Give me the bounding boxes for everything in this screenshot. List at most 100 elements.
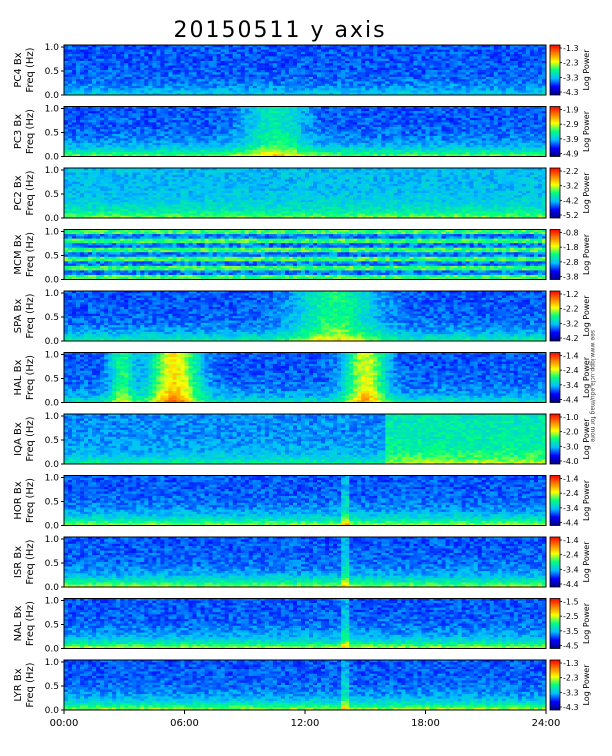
- heatmap-cell: [172, 83, 177, 87]
- heatmap-cell: [104, 113, 109, 116]
- heatmap-cell: [144, 151, 149, 155]
- heatmap-cell: [204, 85, 209, 89]
- heatmap-cell: [128, 133, 133, 137]
- heatmap-cell: [116, 154, 121, 157]
- heatmap-cell: [353, 76, 358, 80]
- heatmap-cell: [353, 129, 358, 132]
- heatmap-cell: [144, 72, 149, 75]
- heatmap-cell: [473, 120, 479, 123]
- heatmap-cell: [148, 124, 153, 128]
- heatmap-cell: [525, 45, 531, 48]
- heatmap-cell: [164, 92, 169, 96]
- heatmap-cell: [228, 136, 234, 139]
- heatmap-cell: [449, 149, 455, 153]
- heatmap-cell: [449, 120, 455, 123]
- heatmap-cell: [148, 76, 153, 80]
- heatmap-cell: [361, 67, 366, 71]
- heatmap-cell: [413, 63, 418, 66]
- heatmap-cell: [385, 142, 390, 146]
- heatmap-cell: [112, 70, 117, 73]
- heatmap-cell: [393, 60, 398, 64]
- heatmap-cell: [441, 58, 446, 62]
- heatmap-cell: [329, 74, 334, 78]
- heatmap-cell: [365, 154, 370, 157]
- heatmap-cell: [333, 138, 338, 141]
- heatmap-cell: [276, 129, 282, 132]
- heatmap-cell: [409, 122, 414, 126]
- heatmap-cell: [405, 49, 410, 53]
- heatmap-cell: [100, 126, 105, 130]
- heatmap-cell: [100, 60, 105, 64]
- heatmap-cell: [224, 151, 230, 155]
- heatmap-cell: [268, 49, 274, 53]
- heatmap-cell: [212, 47, 218, 50]
- heatmap-cell: [465, 111, 471, 114]
- heatmap-cell: [401, 54, 406, 57]
- heatmap-cell: [325, 138, 330, 141]
- heatmap-cell: [160, 138, 165, 141]
- heatmap-cell: [333, 81, 338, 85]
- heatmap-cell: [389, 136, 394, 139]
- heatmap-cell: [300, 74, 306, 78]
- heatmap-cell: [369, 151, 374, 155]
- heatmap-cell: [272, 76, 278, 80]
- heatmap-cell: [300, 124, 306, 128]
- heatmap-cell: [433, 142, 438, 146]
- heatmap-cell: [425, 106, 430, 110]
- heatmap-cell: [521, 74, 527, 78]
- heatmap-cell: [417, 108, 422, 112]
- heatmap-cell: [256, 124, 262, 128]
- heatmap-cell: [136, 131, 141, 135]
- heatmap-cell: [353, 138, 358, 141]
- heatmap-cell: [208, 138, 214, 141]
- heatmap-cell: [68, 90, 73, 94]
- heatmap-cell: [333, 74, 338, 78]
- heatmap-cell: [92, 122, 97, 126]
- heatmap-cell: [369, 106, 374, 110]
- heatmap-cell: [144, 45, 149, 48]
- heatmap-cell: [252, 70, 258, 73]
- heatmap-cell: [224, 83, 230, 87]
- heatmap-cell: [168, 136, 173, 139]
- heatmap-cell: [208, 154, 214, 157]
- heatmap-cell: [292, 76, 298, 80]
- heatmap-cell: [208, 83, 214, 87]
- heatmap-cell: [192, 47, 197, 50]
- heatmap-cell: [353, 133, 358, 137]
- heatmap-cell: [268, 56, 274, 60]
- heatmap-cell: [268, 67, 274, 71]
- heatmap-cell: [445, 49, 450, 53]
- heatmap-cell: [112, 83, 117, 87]
- heatmap-cell: [421, 129, 426, 132]
- heatmap-cell: [353, 147, 358, 151]
- heatmap-cell: [196, 70, 201, 73]
- heatmap-pc3: [64, 106, 547, 157]
- heatmap-cell: [84, 129, 89, 132]
- heatmap-cell: [469, 49, 475, 53]
- heatmap-cell: [381, 142, 386, 146]
- heatmap-cell: [288, 85, 294, 89]
- heatmap-cell: [96, 85, 101, 89]
- heatmap-cell: [413, 85, 418, 89]
- heatmap-cell: [292, 126, 298, 130]
- heatmap-cell: [264, 140, 270, 144]
- heatmap-cell: [345, 149, 350, 153]
- heatmap-cell: [465, 140, 471, 144]
- heatmap-cell: [220, 113, 226, 116]
- heatmap-cell: [481, 54, 487, 57]
- heatmap-cell: [385, 85, 390, 89]
- heatmap-cell: [417, 140, 422, 144]
- heatmap-cell: [168, 63, 173, 66]
- heatmap-cell: [188, 76, 193, 80]
- heatmap-cell: [433, 85, 438, 89]
- heatmap-cell: [164, 70, 169, 73]
- heatmap-cell: [132, 111, 137, 114]
- heatmap-cell: [208, 147, 214, 151]
- heatmap-cell: [305, 147, 310, 151]
- heatmap-cell: [92, 149, 97, 153]
- heatmap-cell: [264, 136, 270, 139]
- heatmap-cell: [513, 90, 519, 94]
- heatmap-cell: [501, 90, 507, 94]
- heatmap-cell: [473, 70, 479, 73]
- heatmap-cell: [473, 113, 479, 116]
